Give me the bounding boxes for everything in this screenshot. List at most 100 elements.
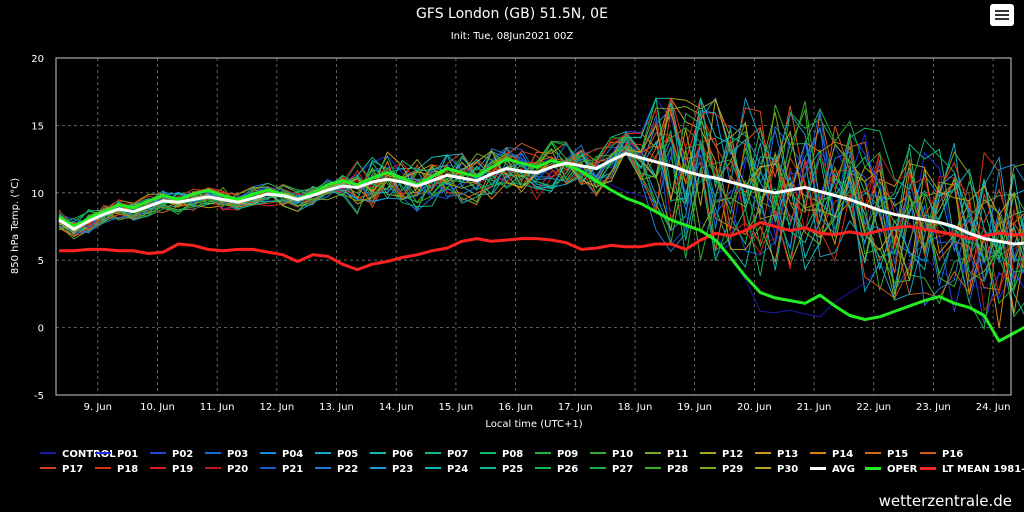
legend-item-p12[interactable]: P12: [700, 449, 743, 460]
legend-swatch: [700, 452, 716, 454]
legend-item-control[interactable]: CONTROL: [40, 449, 116, 460]
legend-label: AVG: [832, 464, 856, 475]
legend-item-avg[interactable]: AVG: [810, 464, 855, 475]
legend-label: LT MEAN 1981–2010: [942, 464, 1024, 475]
series-line-p08: [58, 130, 1024, 318]
x-tick-label: 24. Jun: [976, 402, 1011, 413]
series-line-p07: [58, 102, 1024, 316]
legend-label: P20: [227, 464, 249, 475]
series-line-p24: [58, 96, 1024, 271]
legend-swatch: [920, 466, 936, 470]
legend-item-p18[interactable]: P18: [95, 464, 138, 475]
legend-item-p28[interactable]: P28: [645, 464, 688, 475]
legend-label: CONTROL: [62, 449, 116, 460]
y-tick-label: 0: [38, 324, 44, 335]
legend-swatch: [865, 452, 881, 454]
legend-item-p16[interactable]: P16: [920, 449, 963, 460]
site-credit: wetterzentrale.de: [878, 492, 1012, 510]
legend-item-p04[interactable]: P04: [260, 449, 303, 460]
legend-swatch: [205, 452, 221, 454]
x-tick-label: 19. Jun: [677, 402, 712, 413]
series-line-p18: [58, 96, 1024, 281]
legend-swatch: [920, 452, 936, 454]
legend-label: P16: [942, 449, 964, 460]
x-tick-label: 16. Jun: [498, 402, 533, 413]
legend-swatch: [590, 467, 606, 469]
y-tick-label: 15: [31, 121, 44, 132]
series-line-p21: [58, 109, 1024, 277]
legend-item-oper[interactable]: OPER: [865, 464, 917, 475]
hamburger-menu-icon[interactable]: [990, 4, 1014, 26]
legend-swatch: [480, 467, 496, 469]
legend-swatch: [645, 452, 661, 454]
legend-item-p23[interactable]: P23: [370, 464, 413, 475]
legend-item-p07[interactable]: P07: [425, 449, 468, 460]
legend-label: P01: [117, 449, 139, 460]
chart-axes: -5 0 5 10 15 20 9. Jun 10. Jun 11. Jun 12. Jun 13.…: [31, 54, 1012, 413]
series-line-p01: [58, 97, 1024, 300]
legend-label: P21: [282, 464, 304, 475]
legend-label: P30: [777, 464, 799, 475]
series-line-p28: [58, 101, 1024, 305]
x-tick-label: 20. Jun: [737, 402, 772, 413]
y-tick-label: 20: [31, 54, 44, 65]
y-axis-label: 850 hPa Temp. (°C): [10, 178, 21, 274]
legend-swatch: [260, 467, 276, 469]
series-layer: [58, 96, 1024, 343]
legend-swatch: [150, 452, 166, 454]
legend-item-p11[interactable]: P11: [645, 449, 688, 460]
legend-swatch: [865, 466, 881, 470]
legend-label: P24: [447, 464, 469, 475]
legend-item-p01[interactable]: P01: [95, 449, 138, 460]
legend-item-p30[interactable]: P30: [755, 464, 798, 475]
series-line-p06: [58, 97, 1024, 271]
legend-swatch: [40, 452, 56, 454]
y-tick-label: 10: [31, 189, 44, 200]
series-line-p16: [58, 105, 1024, 298]
legend-swatch: [700, 467, 716, 469]
legend-item-p22[interactable]: P22: [315, 464, 358, 475]
legend-item-p20[interactable]: P20: [205, 464, 248, 475]
legend-label: P25: [502, 464, 524, 475]
legend-item-p08[interactable]: P08: [480, 449, 523, 460]
legend-label: P22: [337, 464, 359, 475]
legend-item-p26[interactable]: P26: [535, 464, 578, 475]
legend-item-p09[interactable]: P09: [535, 449, 578, 460]
legend-item-p03[interactable]: P03: [205, 449, 248, 460]
legend-item-p13[interactable]: P13: [755, 449, 798, 460]
legend-item-p19[interactable]: P19: [150, 464, 193, 475]
legend-label: P26: [557, 464, 579, 475]
legend-item-p27[interactable]: P27: [590, 464, 633, 475]
legend-item-p10[interactable]: P10: [590, 449, 633, 460]
legend-label: P29: [722, 464, 744, 475]
x-tick-label: 18. Jun: [618, 402, 653, 413]
legend-item-p24[interactable]: P24: [425, 464, 468, 475]
legend-swatch: [150, 467, 166, 469]
legend-item-p06[interactable]: P06: [370, 449, 413, 460]
legend-label: P02: [172, 449, 194, 460]
series-line-p27: [58, 107, 1024, 331]
legend-swatch: [755, 467, 771, 469]
legend-label: P04: [282, 449, 304, 460]
legend-swatch: [315, 452, 331, 454]
legend-item-p15[interactable]: P15: [865, 449, 908, 460]
legend-swatch: [370, 452, 386, 454]
x-axis-label: Local time (UTC+1): [485, 419, 582, 430]
legend-swatch: [95, 452, 111, 454]
legend-label: P17: [62, 464, 84, 475]
legend-item-lt-mean-1981-2010[interactable]: LT MEAN 1981–2010: [920, 464, 1024, 475]
legend-item-p17[interactable]: P17: [40, 464, 83, 475]
legend-item-p05[interactable]: P05: [315, 449, 358, 460]
legend-item-p21[interactable]: P21: [260, 464, 303, 475]
legend-item-p02[interactable]: P02: [150, 449, 193, 460]
legend-item-p29[interactable]: P29: [700, 464, 743, 475]
legend-swatch: [645, 467, 661, 469]
x-tick-label: 12. Jun: [259, 402, 294, 413]
series-line-p13: [58, 97, 1024, 314]
legend-item-p14[interactable]: P14: [810, 449, 853, 460]
legend-label: P08: [502, 449, 524, 460]
legend-swatch: [425, 467, 441, 469]
legend-label: P11: [667, 449, 689, 460]
legend-item-p25[interactable]: P25: [480, 464, 523, 475]
